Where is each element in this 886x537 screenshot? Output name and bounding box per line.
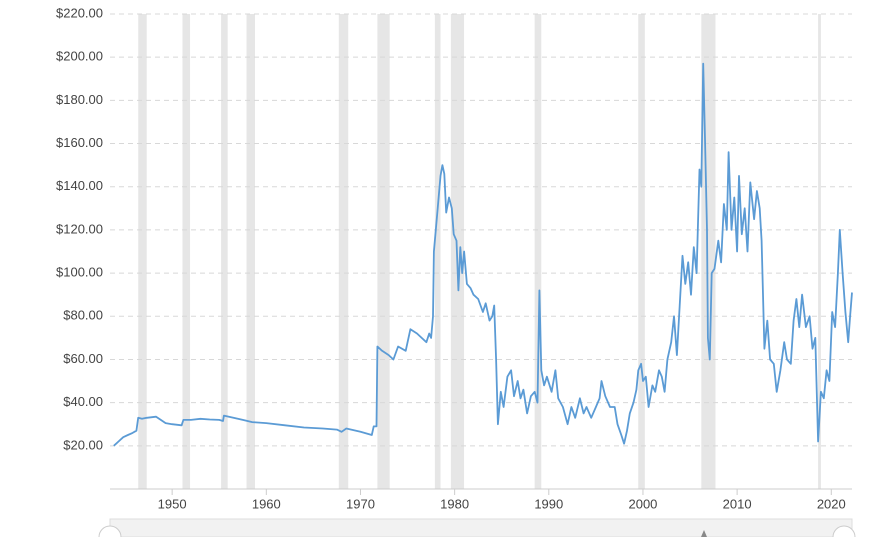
y-tick-label: $160.00 xyxy=(56,135,103,150)
y-tick-label: $40.00 xyxy=(63,394,103,409)
navigator-track[interactable] xyxy=(109,518,853,537)
x-tick-label: 1980 xyxy=(440,496,469,511)
y-tick-label: $220.00 xyxy=(56,5,103,20)
y-tick-label: $20.00 xyxy=(63,437,103,452)
x-tick-label: 2020 xyxy=(817,496,846,511)
price-line xyxy=(113,62,853,447)
recession-band xyxy=(138,14,147,489)
navigator[interactable] xyxy=(98,518,856,537)
navigator-marker xyxy=(701,530,707,537)
x-tick-label: 2010 xyxy=(723,496,752,511)
y-tick-label: $180.00 xyxy=(56,92,103,107)
recession-band xyxy=(638,14,645,489)
recession-band xyxy=(377,14,390,489)
y-tick-label: $100.00 xyxy=(56,265,103,280)
y-tick-label: $200.00 xyxy=(56,49,103,64)
recession-band xyxy=(246,14,256,489)
recession-band xyxy=(182,14,191,489)
recession-band xyxy=(338,14,349,489)
x-tick-label: 1960 xyxy=(252,496,281,511)
navigator-handle-left[interactable] xyxy=(98,525,122,537)
recession-band xyxy=(534,14,542,489)
recession-band xyxy=(434,14,441,489)
recession-band xyxy=(818,14,821,489)
y-tick-label: $140.00 xyxy=(56,178,103,193)
x-tick-label: 1990 xyxy=(534,496,563,511)
y-tick-label: $120.00 xyxy=(56,221,103,236)
y-tick-label: $80.00 xyxy=(63,308,103,323)
navigator-handle-right[interactable] xyxy=(832,525,856,537)
y-tick-label: $60.00 xyxy=(63,351,103,366)
x-tick-label: 2000 xyxy=(628,496,657,511)
recession-band xyxy=(221,14,228,489)
x-tick-label: 1970 xyxy=(346,496,375,511)
x-tick-label: 1950 xyxy=(158,496,187,511)
